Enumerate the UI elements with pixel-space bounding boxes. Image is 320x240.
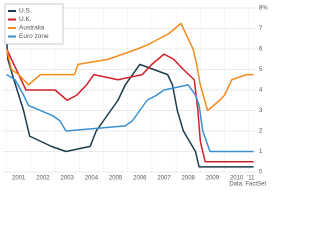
y-tick-label: 4	[259, 88, 263, 94]
y-tick-label: 3	[259, 108, 263, 114]
x-tick-label: 2008	[182, 176, 196, 182]
series-line	[5, 38, 254, 168]
x-tick-label: 2002	[36, 176, 50, 182]
y-tick-label: 1	[259, 149, 263, 155]
y-tick-label: 6	[259, 47, 263, 53]
x-tick-label: 2007	[157, 176, 171, 182]
y-tick-label: 5	[259, 67, 263, 73]
y-tick-label: 0	[259, 170, 263, 176]
y-tick-label: 8%	[259, 6, 268, 12]
y-tick-label: 7	[259, 26, 263, 32]
series-line	[5, 22, 254, 112]
x-tick-label: 2005	[109, 176, 123, 182]
source: Data: FactSet	[229, 182, 266, 188]
x-tick-label: 2001	[12, 176, 26, 182]
x-tick-label: 2003	[60, 176, 74, 182]
legend-label: U.K.	[19, 16, 32, 23]
x-tick-label: 2004	[85, 176, 99, 182]
x-tick-label: 2006	[133, 176, 147, 182]
y-tick-label: 2	[259, 129, 263, 135]
chart: Data: FactSet 0 1 2 3 4 5 6 7 8% 2001 2002 2003 2004…	[3, 3, 268, 188]
legend-label: U.S.	[19, 8, 32, 15]
legend-label: Euro zone	[19, 33, 49, 40]
x-tick-label: '11	[247, 176, 255, 182]
x-tick-label: 2010	[230, 176, 244, 182]
x-tick-label: 2009	[206, 176, 220, 182]
series-line	[5, 48, 254, 163]
legend-label: Australia	[19, 25, 45, 32]
series-line	[6, 73, 254, 153]
